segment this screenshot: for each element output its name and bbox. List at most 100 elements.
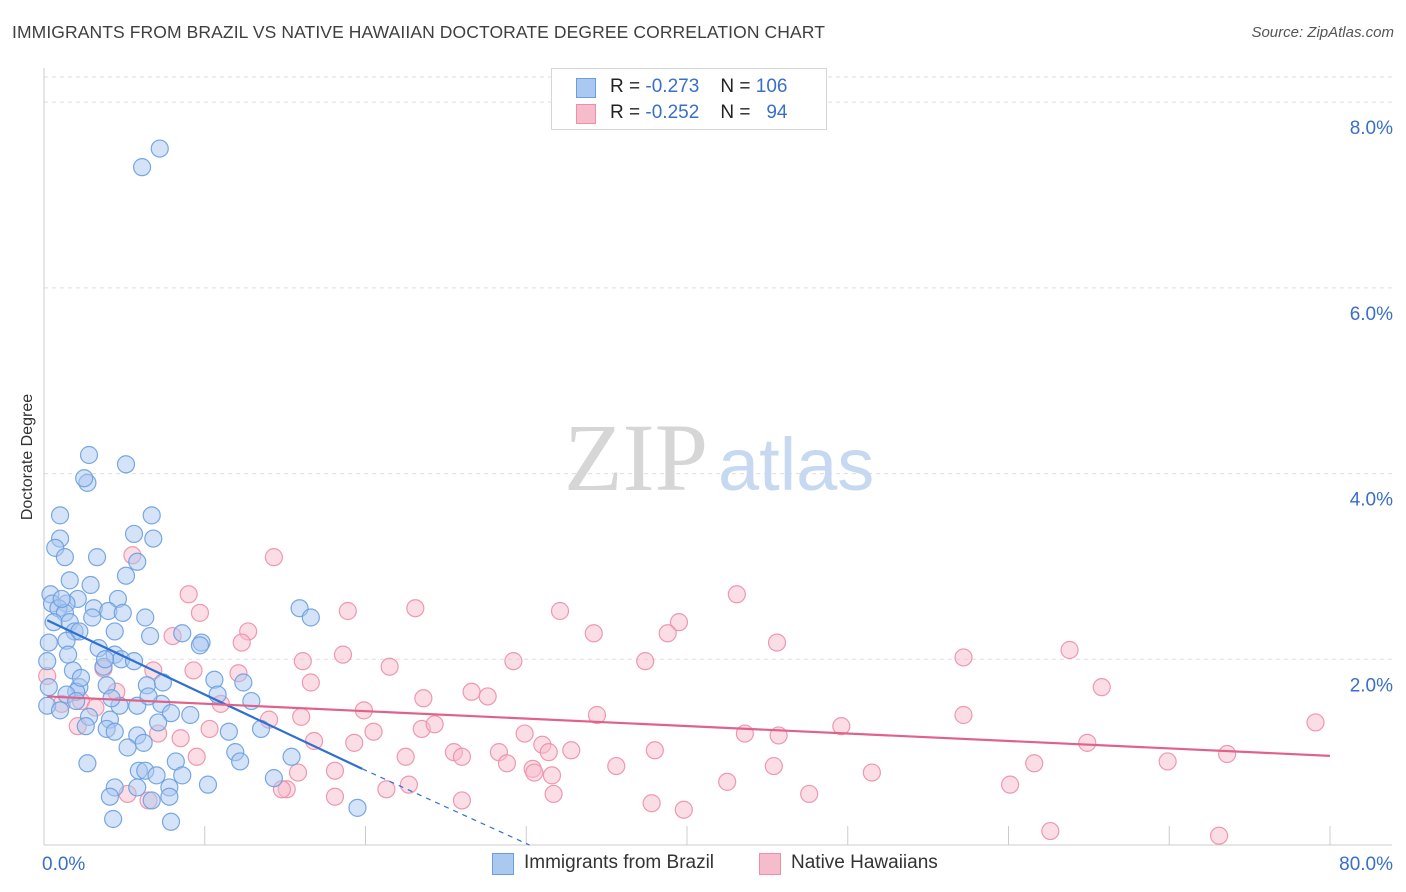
legend-swatch-hawaiians <box>576 104 596 124</box>
watermark-atlas: atlas <box>718 423 874 506</box>
brazil-point <box>104 809 123 829</box>
native-hawaiians-point <box>184 661 203 680</box>
brazil-trend-extension <box>362 768 530 846</box>
brazil-point <box>60 571 79 590</box>
native-hawaiians-point <box>645 741 664 760</box>
native-hawaiians-point <box>1001 775 1020 794</box>
native-hawaiians-point <box>325 761 345 780</box>
brazil-point <box>71 668 91 687</box>
native-hawaiians-point <box>293 652 312 671</box>
native-hawaiians-point <box>292 707 311 726</box>
brazil-point <box>134 733 153 752</box>
native-hawaiians-point <box>497 754 517 773</box>
native-hawaiians-point <box>1041 821 1060 841</box>
legend-n-label: N = <box>720 102 751 123</box>
native-hawaiians-point <box>800 784 819 804</box>
y-tick-label: 2.0% <box>1350 675 1393 696</box>
legend-r-label: R = <box>610 102 641 123</box>
brazil-point <box>50 701 70 720</box>
brazil-point <box>132 158 152 177</box>
trend-lines <box>46 619 1331 846</box>
brazil-point <box>198 775 218 794</box>
brazil-point <box>144 529 163 548</box>
native-hawaiians-point <box>832 717 851 736</box>
native-hawaiians-point <box>1060 640 1079 660</box>
brazil-point <box>105 622 124 641</box>
native-hawaiians-point <box>954 648 973 667</box>
brazil-point <box>38 652 57 671</box>
brazil-point <box>301 608 320 627</box>
legend-r-label: R = <box>610 76 641 97</box>
brazil-point <box>59 645 78 664</box>
legend-r-value: -0.252 <box>645 102 700 123</box>
native-hawaiians-point <box>232 633 251 652</box>
native-hawaiians-point <box>190 603 210 622</box>
native-hawaiians-point <box>333 645 353 664</box>
axes <box>43 68 1392 846</box>
native-hawaiians-point <box>862 763 881 782</box>
native-hawaiians-point <box>425 715 444 734</box>
brazil-point <box>142 506 161 525</box>
native-hawaiians-point <box>674 800 693 819</box>
brazil-point <box>150 139 169 158</box>
tick-labels: 2.0% 4.0% 6.0% 8.0% 0.0% 80.0% <box>42 118 1393 875</box>
brazil-point <box>100 787 120 806</box>
brazil-point <box>81 575 100 595</box>
brazil-point <box>118 738 137 757</box>
native-hawaiians-point <box>658 624 677 643</box>
native-hawaiians-point <box>406 599 425 618</box>
legend-n-value: 94 <box>766 102 788 123</box>
native-hawaiians-point <box>380 657 399 676</box>
native-hawaiians-point <box>764 756 783 776</box>
brazil-point <box>75 469 94 488</box>
brazil-point <box>173 624 192 643</box>
legend-swatch-brazil <box>576 78 596 98</box>
brazil-point <box>264 769 283 788</box>
native-hawaiians-point <box>338 601 357 621</box>
bottom-legend-label-hawaiians: Native Hawaiians <box>791 852 938 873</box>
native-hawaiians-point <box>377 780 396 799</box>
legend-text-brazil: R = -0.273 N = 106 <box>610 76 787 98</box>
native-hawaiians-point <box>264 548 283 567</box>
brazil-point <box>124 524 144 544</box>
brazil-point <box>52 589 71 609</box>
brazil-point <box>219 722 238 741</box>
native-hawaiians-point <box>462 682 481 701</box>
source-label: Source: ZipAtlas.com <box>1251 24 1394 41</box>
brazil-point <box>348 798 367 817</box>
native-hawaiians-point <box>607 756 626 776</box>
native-hawaiians-point <box>544 784 563 804</box>
native-hawaiians-point <box>515 724 534 743</box>
native-hawaiians-point <box>525 763 544 782</box>
brazil-point <box>128 552 147 571</box>
native-hawaiians-point <box>562 741 581 760</box>
watermark-zip: ZIP <box>564 404 708 511</box>
native-hawaiians-points <box>38 546 1325 845</box>
native-hawaiians-point <box>550 601 570 621</box>
bottom-legend-label-brazil: Immigrants from Brazil <box>524 852 715 873</box>
legend-n-value: 106 <box>755 76 788 97</box>
native-hawaiians-point <box>414 689 433 708</box>
native-hawaiians-point <box>727 585 746 604</box>
x-tick-label-max: 80.0% <box>1339 854 1393 875</box>
brazil-point <box>161 704 181 723</box>
native-hawaiians-point <box>504 652 523 671</box>
x-tick-label-min: 0.0% <box>42 854 85 875</box>
brazil-point <box>76 717 95 736</box>
y-tick-label: 8.0% <box>1350 118 1393 139</box>
legend-text-hawaiians: R = -0.252 N = 94 <box>610 102 787 124</box>
correlation-legend: R = -0.273 N = 106 R = -0.252 N = 94 <box>551 68 827 130</box>
native-hawaiians-point <box>539 743 558 762</box>
native-hawaiians-point <box>452 747 472 766</box>
native-hawaiians-point <box>584 624 603 643</box>
native-hawaiians-point <box>187 747 206 766</box>
y-axis-label: Doctorate Degree <box>19 393 36 521</box>
brazil-point <box>105 722 124 741</box>
watermark: ZIP atlas <box>564 404 874 511</box>
hawaiians-trend-line <box>47 695 1331 757</box>
native-hawaiians-point <box>542 766 562 785</box>
brazil-point <box>160 787 179 806</box>
brazil-point <box>50 506 70 525</box>
native-hawaiians-point <box>718 772 737 791</box>
